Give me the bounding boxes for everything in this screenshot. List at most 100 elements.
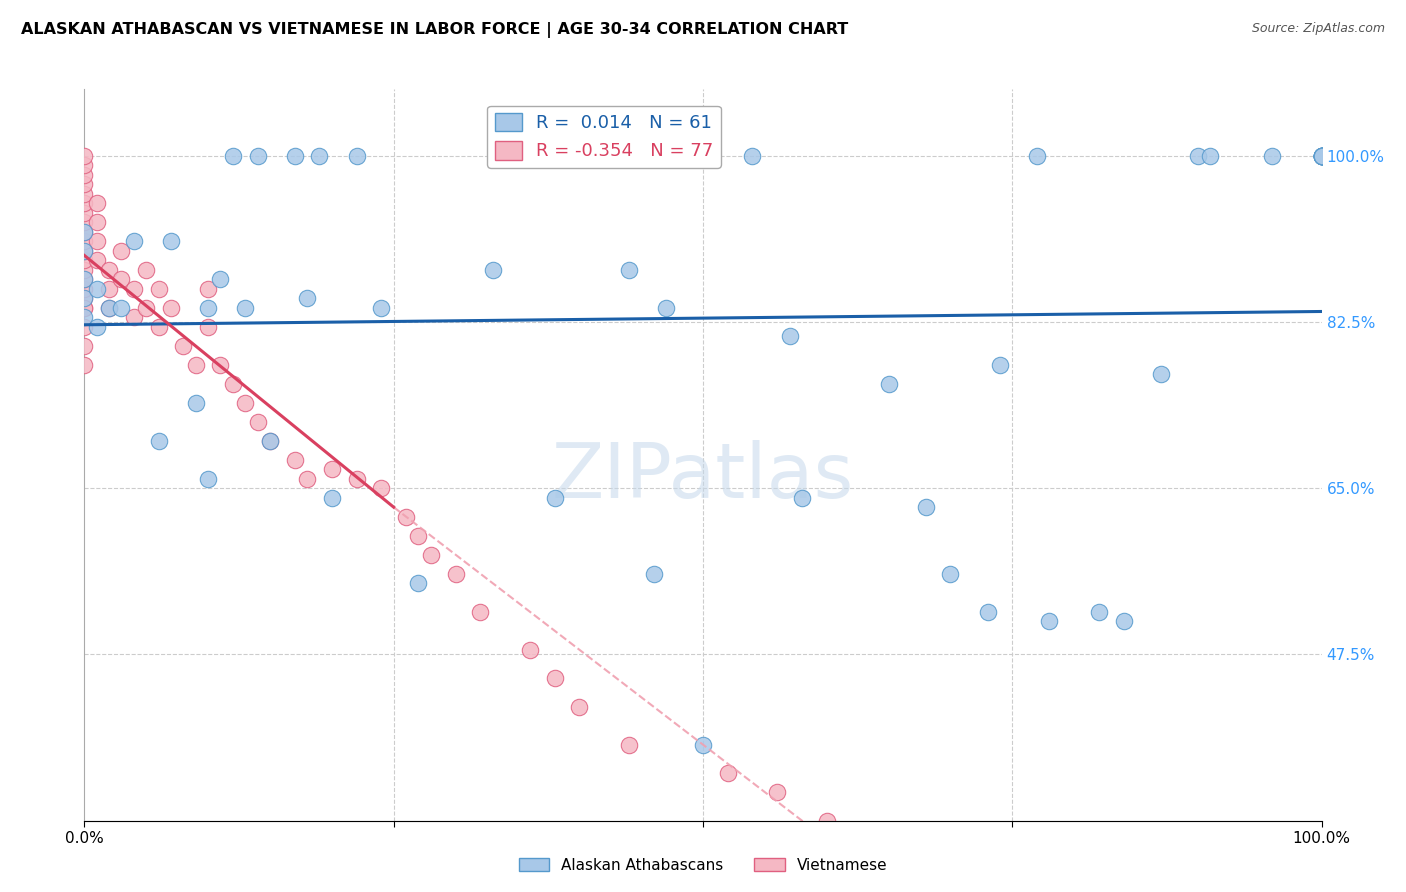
Point: [790, 491, 813, 505]
Point: [73, 319, 96, 334]
Point: [1310, 149, 1333, 163]
Point: [73, 149, 96, 163]
Point: [988, 358, 1011, 372]
Point: [1112, 614, 1135, 628]
Point: [419, 548, 441, 562]
Point: [135, 301, 157, 315]
Point: [73, 301, 96, 315]
Point: [197, 319, 219, 334]
Point: [1088, 605, 1111, 619]
Point: [617, 738, 640, 752]
Point: [73, 272, 96, 286]
Point: [766, 785, 789, 799]
Point: [86, 234, 108, 248]
Point: [408, 576, 430, 591]
Point: [172, 339, 194, 353]
Point: [184, 358, 207, 372]
Point: [73, 186, 96, 201]
Point: [1310, 149, 1333, 163]
Point: [655, 301, 678, 315]
Point: [1310, 149, 1333, 163]
Point: [86, 196, 108, 211]
Point: [73, 244, 96, 258]
Point: [122, 234, 145, 248]
Point: [481, 262, 503, 277]
Point: [73, 177, 96, 191]
Point: [73, 282, 96, 296]
Point: [1150, 367, 1173, 381]
Point: [110, 244, 132, 258]
Point: [408, 529, 430, 543]
Point: [209, 272, 232, 286]
Point: [98, 282, 121, 296]
Point: [914, 861, 936, 875]
Point: [160, 301, 183, 315]
Point: [209, 358, 232, 372]
Point: [222, 149, 245, 163]
Point: [73, 253, 96, 268]
Point: [73, 301, 96, 315]
Point: [98, 301, 121, 315]
Point: [73, 225, 96, 239]
Point: [246, 149, 269, 163]
Point: [543, 671, 565, 685]
Point: [741, 149, 763, 163]
Point: [1310, 149, 1333, 163]
Point: [197, 301, 219, 315]
Point: [222, 376, 245, 391]
Point: [284, 452, 307, 467]
Point: [160, 234, 183, 248]
Point: [1026, 149, 1049, 163]
Point: [148, 434, 170, 448]
Point: [1310, 149, 1333, 163]
Point: [73, 215, 96, 229]
Point: [965, 889, 987, 892]
Point: [73, 244, 96, 258]
Point: [717, 766, 740, 780]
Point: [370, 301, 392, 315]
Point: [259, 434, 281, 448]
Point: [617, 262, 640, 277]
Point: [1038, 614, 1060, 628]
Point: [1187, 149, 1209, 163]
Point: [1199, 149, 1222, 163]
Point: [98, 301, 121, 315]
Point: [246, 415, 269, 429]
Point: [73, 291, 96, 305]
Point: [86, 215, 108, 229]
Point: [86, 282, 108, 296]
Point: [110, 301, 132, 315]
Point: [122, 282, 145, 296]
Point: [692, 738, 714, 752]
Point: [233, 395, 256, 409]
Point: [346, 472, 368, 486]
Point: [643, 566, 665, 581]
Point: [519, 642, 541, 657]
Point: [73, 205, 96, 219]
Point: [73, 262, 96, 277]
Point: [1310, 149, 1333, 163]
Point: [73, 291, 96, 305]
Point: [284, 149, 307, 163]
Point: [148, 319, 170, 334]
Point: [321, 462, 343, 476]
Point: [110, 272, 132, 286]
Point: [86, 253, 108, 268]
Point: [73, 168, 96, 182]
Point: [135, 262, 157, 277]
Point: [321, 491, 343, 505]
Point: [543, 491, 565, 505]
Text: ALASKAN ATHABASCAN VS VIETNAMESE IN LABOR FORCE | AGE 30-34 CORRELATION CHART: ALASKAN ATHABASCAN VS VIETNAMESE IN LABO…: [21, 22, 848, 38]
Point: [865, 832, 887, 847]
Legend: Alaskan Athabascans, Vietnamese: Alaskan Athabascans, Vietnamese: [512, 852, 894, 879]
Point: [1310, 149, 1333, 163]
Point: [73, 196, 96, 211]
Point: [259, 434, 281, 448]
Point: [73, 358, 96, 372]
Point: [197, 282, 219, 296]
Point: [197, 472, 219, 486]
Point: [346, 149, 368, 163]
Point: [308, 149, 330, 163]
Point: [877, 376, 900, 391]
Point: [184, 395, 207, 409]
